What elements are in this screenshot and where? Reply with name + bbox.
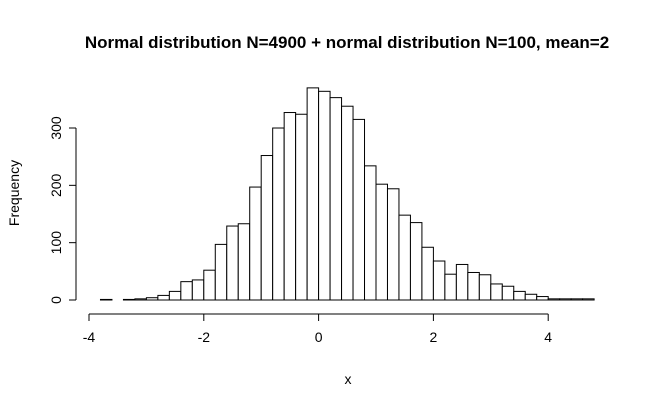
x-axis-label: x xyxy=(345,371,352,387)
histogram-bar xyxy=(421,246,434,301)
bars-group xyxy=(99,87,595,301)
histogram-bar xyxy=(180,281,193,301)
chart-title: Normal distribution N=4900 + normal dist… xyxy=(85,33,609,52)
y-tick-label: 100 xyxy=(48,231,64,255)
histogram-bar xyxy=(191,279,205,301)
y-tick-label: 300 xyxy=(48,116,64,140)
x-tick-label: -4 xyxy=(83,329,96,345)
histogram-bar xyxy=(134,298,147,301)
histogram-bar xyxy=(237,223,251,301)
x-tick-label: -2 xyxy=(198,329,211,345)
histogram-bar xyxy=(559,298,572,301)
y-axis: 0 100 200 300 xyxy=(48,116,77,304)
histogram-bar xyxy=(272,127,285,301)
histogram-bar xyxy=(306,87,320,301)
y-axis-label: Frequency xyxy=(6,160,22,226)
histogram-bar xyxy=(260,155,274,301)
histogram-bar xyxy=(341,105,354,301)
histogram-bar xyxy=(547,298,561,301)
histogram-bar xyxy=(122,298,136,301)
histogram-bar xyxy=(386,188,400,301)
x-tick-label: 0 xyxy=(315,329,323,345)
histogram-bar xyxy=(536,296,549,301)
histogram-bar xyxy=(398,214,411,301)
x-tick-label: 4 xyxy=(544,329,552,345)
histogram-bar xyxy=(478,274,492,301)
histogram-bar xyxy=(283,112,297,301)
histogram-bar xyxy=(524,293,538,301)
histogram-bar xyxy=(582,298,595,301)
histogram-bar xyxy=(157,294,170,301)
histogram-bar xyxy=(168,290,182,301)
histogram-bar xyxy=(99,298,113,301)
histogram-bar xyxy=(432,260,446,301)
histogram-bar xyxy=(145,297,159,301)
y-tick-label: 200 xyxy=(48,173,64,197)
histogram-bar xyxy=(570,298,584,301)
histogram-bar xyxy=(214,243,228,301)
histogram-bar xyxy=(501,285,515,301)
histogram-bar xyxy=(455,263,469,301)
histogram-bar xyxy=(203,269,216,301)
histogram-bar xyxy=(226,225,239,301)
histogram-bar xyxy=(329,97,343,301)
histogram-bar xyxy=(364,165,377,301)
histogram-bar xyxy=(444,273,457,301)
histogram-bar xyxy=(375,183,388,301)
histogram-bar xyxy=(318,90,331,301)
x-axis: -4 -2 0 2 4 xyxy=(83,313,552,345)
histogram-bar xyxy=(467,271,480,301)
histogram-bar xyxy=(513,290,526,301)
histogram-bar xyxy=(249,186,262,301)
x-tick-label: 2 xyxy=(430,329,438,345)
histogram-bar xyxy=(295,113,308,301)
y-tick-label: 0 xyxy=(48,296,64,304)
histogram-bar xyxy=(352,118,366,301)
histogram-bar xyxy=(490,283,503,301)
histogram-bar xyxy=(409,222,423,301)
